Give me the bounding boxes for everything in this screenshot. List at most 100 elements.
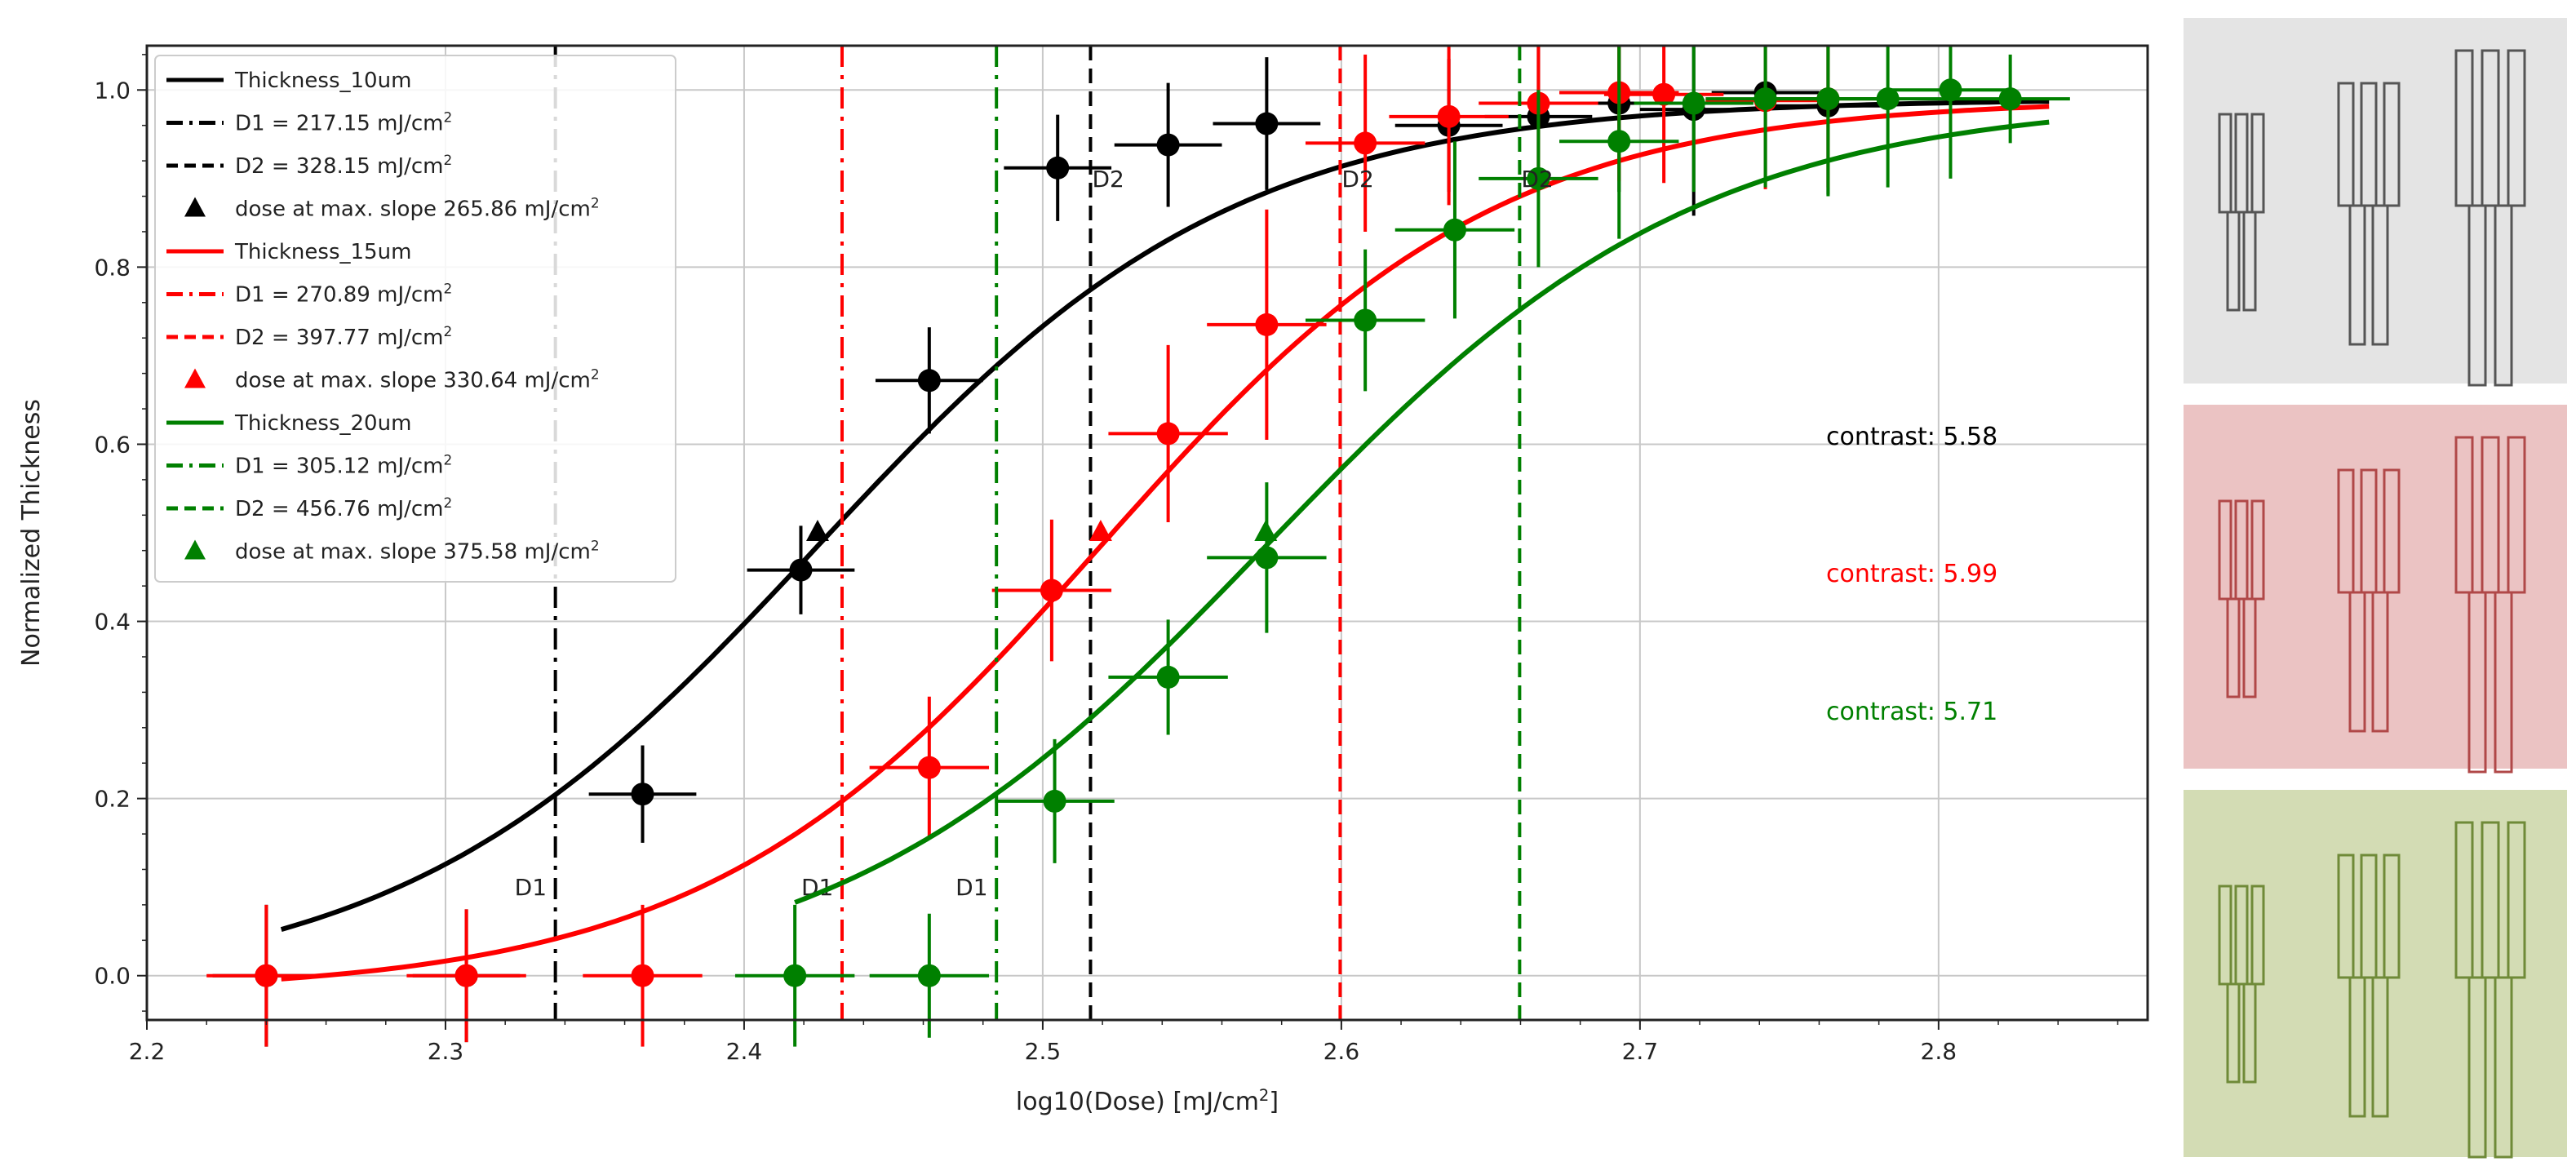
test-structure-prong	[2481, 436, 2500, 594]
fit-curve	[794, 119, 2050, 905]
test-structure-prong	[2250, 885, 2265, 986]
x-tick-label: 2.7	[1622, 1038, 1659, 1065]
data-point	[1354, 308, 1377, 332]
test-structure-prong	[2360, 854, 2378, 979]
x-tick-label: 2.6	[1323, 1038, 1360, 1065]
test-structure-prong	[2481, 49, 2500, 207]
side-image-panels	[2184, 18, 2567, 1159]
data-point	[1046, 156, 1070, 180]
test-structure-stem	[2494, 591, 2513, 774]
y-tick-label: 0.0	[94, 963, 131, 990]
data-point	[1607, 130, 1631, 153]
d2-marker-label: D2	[1092, 166, 1124, 193]
data-point	[1437, 104, 1461, 128]
data-point	[789, 558, 813, 582]
plot-frame	[145, 44, 2149, 1022]
test-structure-stem	[2371, 591, 2389, 733]
test-structure-prong	[2383, 82, 2401, 207]
data-point	[1754, 87, 1777, 111]
data-point	[1998, 87, 2022, 111]
y-axis-title: Normalized Thickness	[17, 399, 46, 667]
contrast-annotation: contrast: 5.99	[1826, 560, 1997, 588]
y-tick-label: 1.0	[94, 77, 131, 104]
data-point	[1156, 665, 1180, 689]
test-structure-prong	[2234, 113, 2249, 214]
data-point	[917, 964, 941, 987]
data-point	[1816, 87, 1840, 111]
data-point	[1876, 87, 1900, 111]
legend-max-slope-marker	[184, 368, 206, 388]
data-point	[1043, 789, 1066, 813]
test-structure-stem	[2494, 204, 2513, 387]
test-structure-stem	[2467, 204, 2487, 387]
annotations: contrast: 5.58 contrast: 5.99 contrast: 5.…	[1826, 423, 1997, 726]
data-point	[1156, 422, 1180, 446]
legend-d1-label: D1 = 270.89 mJ/cm2	[235, 281, 452, 308]
max-slope-triangle	[1254, 520, 1278, 541]
test-structure-stem	[2494, 976, 2513, 1159]
test-structure-prong	[2383, 854, 2401, 979]
test-structure-prong	[2383, 468, 2401, 594]
x-axis-title: log10(Dose) [mJ/cm2]	[1016, 1086, 1279, 1117]
data-point	[1255, 112, 1279, 135]
data-point	[1040, 579, 1063, 602]
data-point	[1255, 313, 1279, 336]
fit-curve	[281, 104, 2050, 982]
test-structure-prong	[2250, 499, 2265, 601]
sample-image-panel	[2184, 790, 2567, 1159]
contrast-annotation: contrast: 5.58	[1826, 423, 1997, 451]
y-tick-label: 0.4	[94, 609, 131, 636]
test-structure-stem	[2371, 204, 2389, 346]
data-point	[1652, 82, 1676, 106]
test-structure-prong	[2218, 113, 2232, 214]
data-point	[454, 964, 478, 987]
test-structure-stem	[2467, 976, 2487, 1159]
test-structure-stem	[2467, 591, 2487, 774]
test-structure-prong	[2507, 436, 2526, 594]
data-point	[1939, 78, 1962, 102]
legend-fit-label: Thickness_20um	[234, 411, 411, 436]
test-structure-stem	[2348, 591, 2366, 733]
test-structure-stem	[2348, 204, 2366, 346]
legend-d1-label: D1 = 217.15 mJ/cm2	[235, 109, 452, 136]
test-structure-prong	[2234, 885, 2249, 986]
legend-d2-label: D2 = 328.15 mJ/cm2	[235, 152, 452, 179]
test-structure-prong	[2234, 499, 2249, 601]
test-structure-prong	[2454, 49, 2474, 207]
test-structure-stem	[2242, 597, 2257, 698]
data-point	[1255, 546, 1279, 570]
axes: 2.2 2.3 2.4 2.5 2.6 2.7 2.8 0.0 0.2 0.4 0.6 0.8 1.0 l…	[17, 44, 2149, 1117]
data-point	[1156, 133, 1180, 157]
test-structure-stem	[2226, 597, 2241, 698]
test-structure-stem	[2226, 211, 2241, 312]
legend-max-slope-label: dose at max. slope 375.58 mJ/cm2	[235, 538, 600, 565]
series-Thickness_20um: D1 D2	[734, 46, 2070, 1047]
test-structure-stem	[2242, 982, 2257, 1084]
sample-image-panel	[2184, 18, 2567, 387]
y-tick-label: 0.8	[94, 254, 131, 281]
data-point	[1527, 166, 1550, 190]
d2-marker-label: D2	[1341, 166, 1373, 193]
d1-marker-label: D1	[955, 874, 987, 901]
max-slope-triangle	[805, 520, 829, 541]
legend-max-slope-marker	[184, 539, 206, 560]
d2-marker-label: D2	[1521, 166, 1553, 193]
test-structure-prong	[2218, 499, 2232, 601]
data-point	[1443, 218, 1466, 242]
x-tick-label: 2.5	[1025, 1038, 1062, 1065]
x-tick-label: 2.3	[428, 1038, 464, 1065]
fit-curve	[280, 99, 2050, 932]
x-tick-label: 2.4	[726, 1038, 763, 1065]
legend-box	[154, 55, 676, 583]
legend-fit-label: Thickness_15um	[234, 240, 411, 264]
contrast-annotation: contrast: 5.71	[1826, 698, 1997, 726]
test-structure-prong	[2507, 49, 2526, 207]
test-structure-prong	[2218, 885, 2232, 986]
test-structure-prong	[2360, 82, 2378, 207]
legend-max-slope-label: dose at max. slope 265.86 mJ/cm2	[235, 195, 600, 222]
x-tick-label: 2.2	[129, 1038, 166, 1065]
data-point	[631, 964, 654, 987]
test-structure-prong	[2337, 468, 2355, 594]
